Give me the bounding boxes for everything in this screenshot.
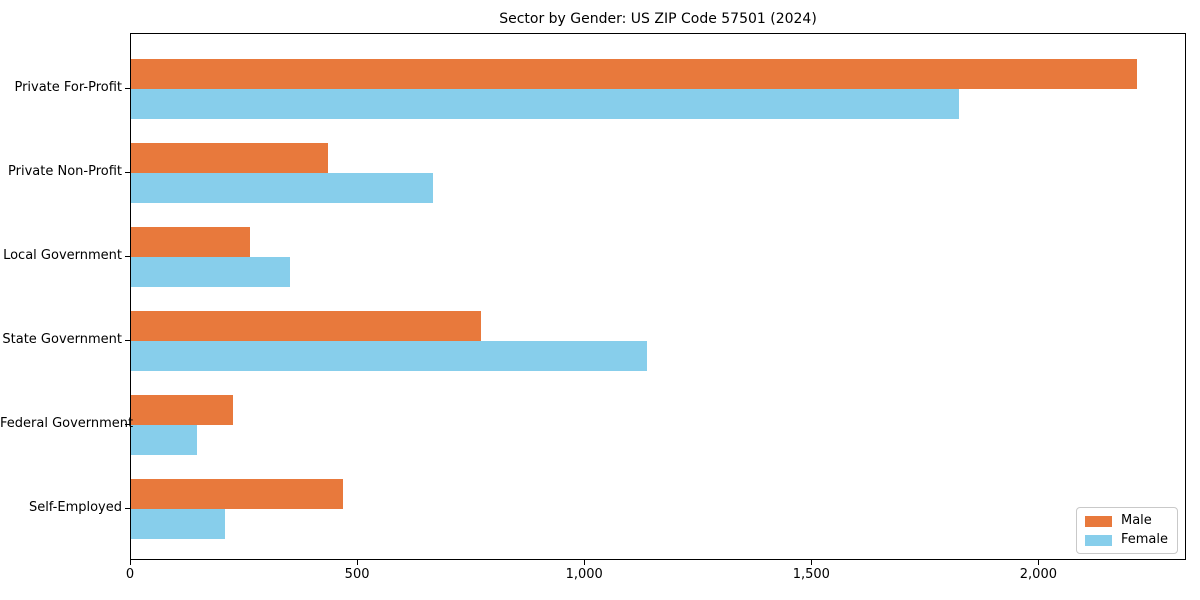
y-axis-tick: [125, 424, 130, 425]
y-axis-tick: [125, 88, 130, 89]
y-axis-label-private-for-profit: Private For-Profit: [14, 80, 122, 95]
x-axis-tick-label: 0: [125, 567, 135, 582]
x-axis-tick-label: 2,000: [1019, 567, 1057, 582]
x-axis-tick: [584, 560, 586, 565]
y-axis-label-federal-government: Federal Government: [0, 416, 134, 431]
bar-female-private-for-profit: [131, 89, 959, 119]
legend-label-male: Male: [1120, 513, 1152, 528]
legend: Male Female: [1075, 507, 1178, 554]
x-axis-tick: [130, 560, 131, 565]
legend-swatch-female: [1084, 534, 1112, 546]
bar-male-private-for-profit: [131, 59, 1137, 89]
chart-title: Sector by Gender: US ZIP Code 57501 (202…: [499, 11, 817, 27]
legend-swatch-male: [1084, 515, 1112, 527]
bar-male-federal-government: [131, 395, 234, 425]
bar-male-state-government: [131, 311, 482, 341]
y-axis-label-self-employed: Self-Employed: [28, 500, 122, 515]
x-axis-tick: [1038, 560, 1040, 565]
bar-male-local-government: [131, 227, 250, 257]
bar-female-federal-government: [131, 425, 197, 455]
y-axis-label-state-government: State Government: [2, 332, 122, 347]
y-axis-tick: [125, 340, 130, 341]
legend-label-female: Female: [1120, 532, 1168, 547]
plot-area: Male Female: [130, 33, 1186, 560]
y-axis-tick: [125, 172, 130, 173]
x-axis-tick: [357, 560, 359, 565]
x-axis-tick-label: 1,500: [792, 567, 830, 582]
bar-male-self-employed: [131, 479, 344, 509]
legend-item-female: Female: [1084, 532, 1168, 547]
x-axis-tick-label: 500: [344, 567, 370, 582]
y-axis-label-private-non-profit: Private Non-Profit: [8, 164, 122, 179]
x-axis-tick-label: 1,000: [565, 567, 603, 582]
y-axis-label-local-government: Local Government: [3, 248, 122, 263]
bar-male-private-non-profit: [131, 143, 329, 173]
bar-female-state-government: [131, 341, 647, 371]
bar-female-self-employed: [131, 509, 225, 539]
bar-female-private-non-profit: [131, 173, 433, 203]
x-axis-tick: [811, 560, 813, 565]
y-axis-tick: [125, 508, 130, 509]
legend-item-male: Male: [1084, 513, 1168, 528]
bar-female-local-government: [131, 257, 290, 287]
y-axis-tick: [125, 256, 130, 257]
